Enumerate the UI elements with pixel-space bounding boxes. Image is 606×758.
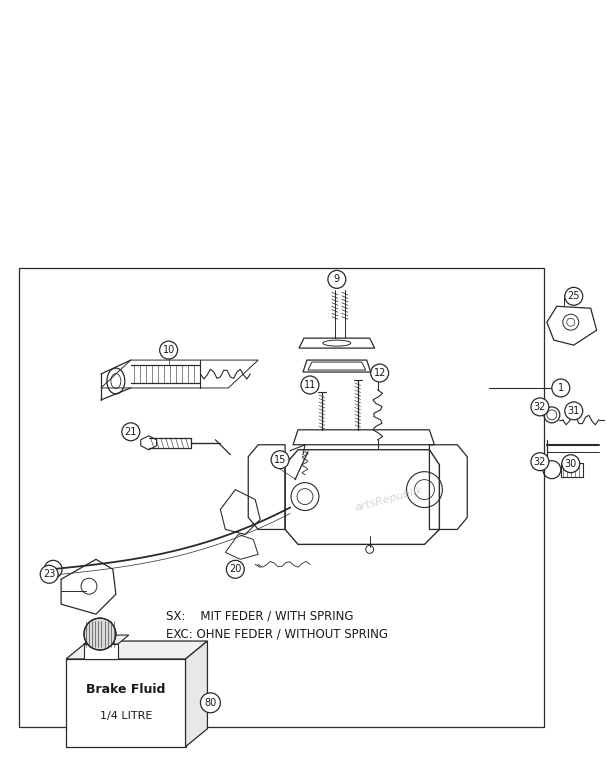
Text: 11: 11 bbox=[304, 380, 316, 390]
Circle shape bbox=[531, 398, 549, 416]
Circle shape bbox=[159, 341, 178, 359]
Text: 1: 1 bbox=[558, 383, 564, 393]
Text: 32: 32 bbox=[534, 402, 546, 412]
Text: 9: 9 bbox=[334, 274, 340, 284]
Circle shape bbox=[531, 453, 549, 471]
Circle shape bbox=[371, 364, 388, 382]
Circle shape bbox=[328, 271, 346, 288]
Polygon shape bbox=[185, 641, 207, 747]
Circle shape bbox=[227, 560, 244, 578]
Text: 32: 32 bbox=[534, 457, 546, 467]
Text: 30: 30 bbox=[565, 459, 577, 468]
Text: 21: 21 bbox=[125, 427, 137, 437]
Polygon shape bbox=[84, 635, 129, 644]
Text: 80: 80 bbox=[204, 698, 216, 708]
Text: EXC: OHNE FEDER / WITHOUT SPRING: EXC: OHNE FEDER / WITHOUT SPRING bbox=[165, 627, 388, 640]
Text: 15: 15 bbox=[274, 455, 286, 465]
Circle shape bbox=[562, 455, 580, 473]
Text: 12: 12 bbox=[373, 368, 386, 378]
Text: Brake Fluid: Brake Fluid bbox=[86, 683, 165, 696]
Text: 23: 23 bbox=[43, 569, 55, 579]
Text: artsRepublik: artsRepublik bbox=[355, 486, 425, 513]
Text: 31: 31 bbox=[568, 406, 580, 416]
Circle shape bbox=[565, 402, 583, 420]
Circle shape bbox=[271, 451, 289, 468]
Circle shape bbox=[565, 287, 583, 305]
Bar bbox=[561, 462, 583, 477]
Text: 25: 25 bbox=[567, 291, 580, 301]
Circle shape bbox=[84, 618, 116, 650]
Bar bbox=[84, 644, 118, 659]
Circle shape bbox=[552, 379, 570, 397]
Bar bbox=[19, 268, 544, 727]
Text: 20: 20 bbox=[229, 564, 242, 575]
Circle shape bbox=[201, 693, 221, 713]
Polygon shape bbox=[66, 641, 207, 659]
Text: 10: 10 bbox=[162, 345, 175, 355]
Text: SX:    MIT FEDER / WITH SPRING: SX: MIT FEDER / WITH SPRING bbox=[165, 609, 353, 622]
Text: 1/4 LITRE: 1/4 LITRE bbox=[99, 711, 152, 721]
Circle shape bbox=[40, 565, 58, 583]
Circle shape bbox=[301, 376, 319, 394]
Bar bbox=[66, 659, 185, 747]
Circle shape bbox=[122, 423, 140, 440]
